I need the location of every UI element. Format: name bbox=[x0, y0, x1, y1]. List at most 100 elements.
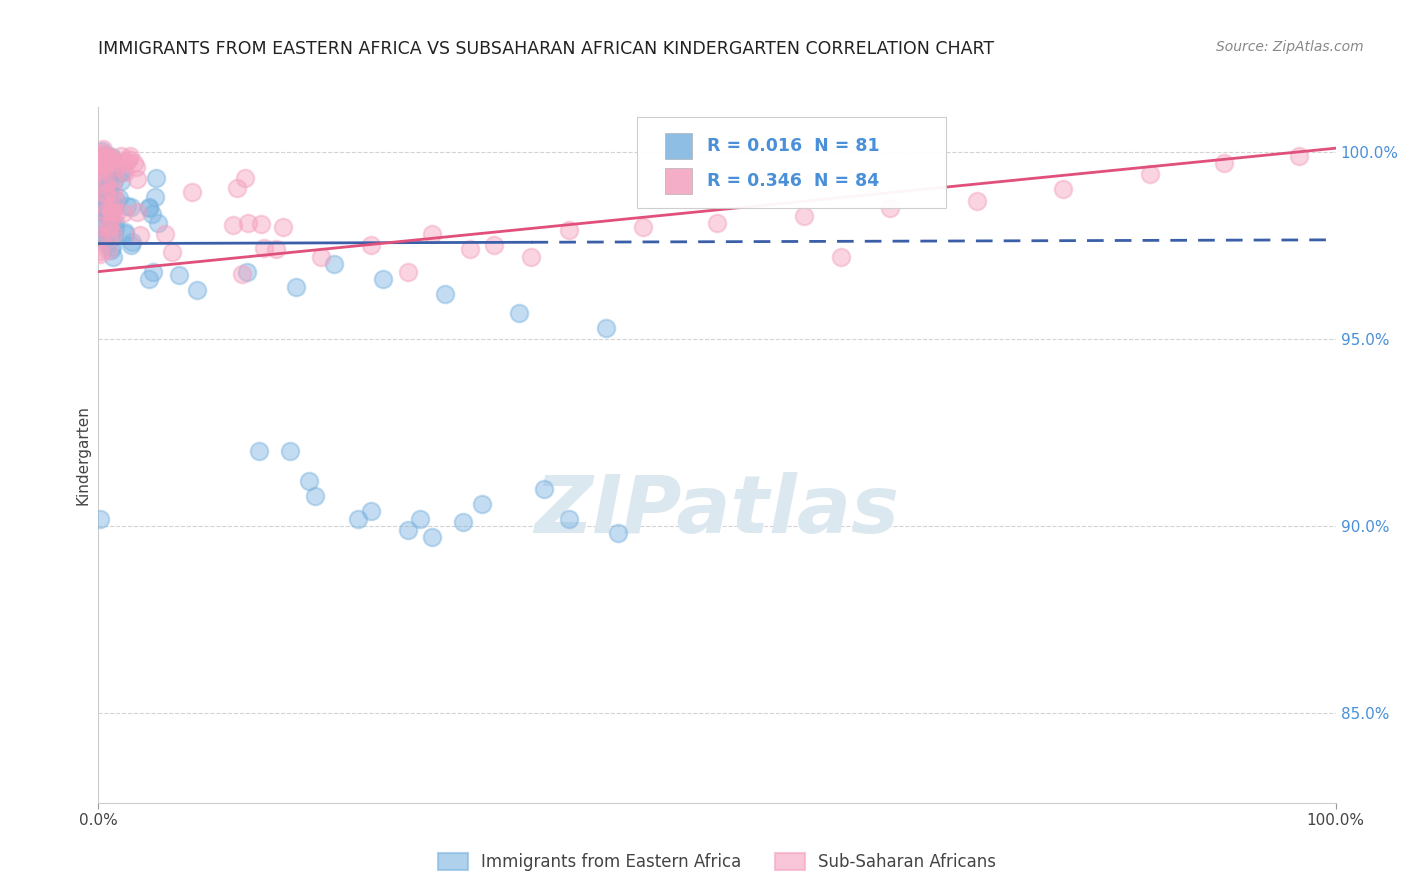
Text: IMMIGRANTS FROM EASTERN AFRICA VS SUBSAHARAN AFRICAN KINDERGARTEN CORRELATION CH: IMMIGRANTS FROM EASTERN AFRICA VS SUBSAH… bbox=[98, 40, 994, 58]
Point bbox=[236, 265, 259, 279]
Point bbox=[118, 148, 141, 162]
Point bbox=[508, 306, 530, 320]
Point bbox=[104, 193, 127, 207]
Point bbox=[122, 155, 145, 169]
Point bbox=[96, 174, 118, 188]
Point bbox=[125, 172, 148, 186]
Point bbox=[162, 245, 184, 260]
Point bbox=[117, 198, 139, 212]
Point bbox=[96, 195, 118, 210]
Point bbox=[100, 154, 122, 169]
Point bbox=[93, 177, 115, 191]
Point bbox=[114, 227, 136, 241]
Point bbox=[101, 184, 124, 198]
Point bbox=[238, 216, 260, 230]
Point bbox=[112, 156, 135, 170]
Point bbox=[94, 151, 117, 165]
Point bbox=[101, 250, 124, 264]
Point bbox=[458, 242, 481, 256]
Point bbox=[360, 504, 382, 518]
Point bbox=[453, 515, 475, 529]
Point bbox=[347, 511, 370, 525]
Point bbox=[271, 220, 294, 235]
Point bbox=[98, 218, 121, 232]
Point bbox=[89, 203, 111, 218]
Point bbox=[138, 272, 160, 286]
Point bbox=[97, 243, 120, 257]
Point bbox=[309, 250, 332, 264]
Point bbox=[138, 201, 160, 215]
Point bbox=[142, 265, 165, 279]
Point bbox=[101, 227, 124, 241]
Y-axis label: Kindergarten: Kindergarten bbox=[75, 405, 90, 505]
Point bbox=[186, 283, 208, 297]
Point bbox=[96, 195, 118, 210]
Point bbox=[360, 238, 382, 252]
Point bbox=[557, 223, 579, 237]
FancyBboxPatch shape bbox=[665, 133, 692, 159]
Point bbox=[104, 199, 127, 213]
Point bbox=[94, 147, 117, 161]
Point bbox=[90, 152, 112, 166]
Point bbox=[793, 209, 815, 223]
Point bbox=[371, 272, 394, 286]
Point bbox=[278, 444, 301, 458]
Point bbox=[103, 153, 125, 167]
Point bbox=[97, 178, 120, 192]
Point bbox=[89, 199, 111, 213]
Point bbox=[114, 165, 136, 179]
Point bbox=[94, 231, 117, 245]
Point bbox=[607, 526, 630, 541]
Point bbox=[93, 184, 115, 198]
Point bbox=[93, 142, 115, 156]
Point bbox=[231, 267, 253, 281]
Point bbox=[89, 182, 111, 196]
Point bbox=[250, 218, 273, 232]
Point bbox=[830, 250, 852, 264]
Point bbox=[89, 159, 111, 173]
Point bbox=[104, 220, 127, 235]
Point bbox=[97, 186, 120, 201]
Point bbox=[966, 194, 988, 208]
Point bbox=[100, 156, 122, 170]
Point bbox=[111, 205, 134, 219]
Point bbox=[471, 497, 494, 511]
Point bbox=[100, 209, 122, 223]
Point bbox=[90, 146, 112, 161]
Point bbox=[118, 153, 141, 167]
FancyBboxPatch shape bbox=[637, 118, 946, 208]
Point bbox=[181, 186, 204, 200]
Point bbox=[322, 257, 344, 271]
Point bbox=[104, 206, 127, 220]
Point bbox=[89, 159, 111, 173]
Point bbox=[94, 186, 117, 201]
Point bbox=[98, 212, 121, 227]
Point bbox=[110, 165, 132, 179]
FancyBboxPatch shape bbox=[665, 168, 692, 194]
Point bbox=[89, 511, 111, 525]
Point bbox=[285, 279, 308, 293]
Point bbox=[138, 200, 160, 214]
Point bbox=[146, 216, 169, 230]
Point bbox=[89, 157, 111, 171]
Point bbox=[253, 241, 276, 255]
Point bbox=[93, 149, 115, 163]
Point bbox=[117, 153, 139, 168]
Point bbox=[93, 191, 115, 205]
Point bbox=[233, 171, 256, 186]
Point bbox=[94, 197, 117, 211]
Point bbox=[103, 174, 125, 188]
Text: ZIPatlas: ZIPatlas bbox=[534, 472, 900, 549]
Point bbox=[409, 511, 432, 525]
Point bbox=[104, 216, 127, 230]
Point bbox=[89, 219, 111, 234]
Point bbox=[100, 243, 122, 257]
Point bbox=[120, 200, 142, 214]
Point bbox=[153, 227, 176, 241]
Point bbox=[226, 181, 249, 195]
Point bbox=[110, 149, 132, 163]
Point bbox=[125, 204, 148, 219]
Text: Source: ZipAtlas.com: Source: ZipAtlas.com bbox=[1216, 40, 1364, 54]
Point bbox=[105, 193, 128, 207]
Point bbox=[105, 160, 128, 174]
